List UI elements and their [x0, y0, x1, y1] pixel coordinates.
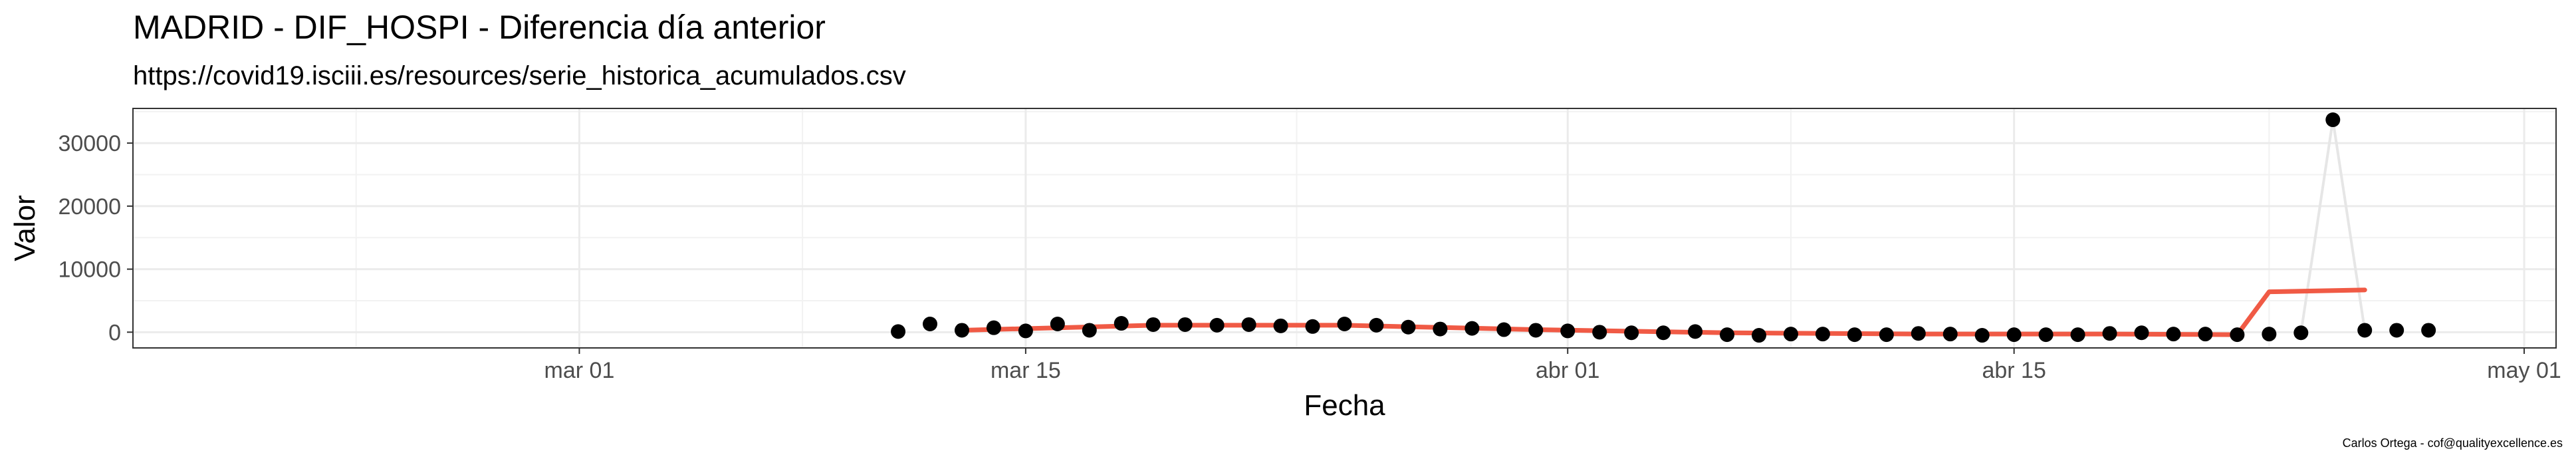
data-point	[1050, 317, 1065, 331]
x-tick-label: may 01	[2487, 358, 2561, 383]
data-point	[2070, 327, 2085, 343]
y-axis-title: Valor	[9, 195, 41, 261]
data-point	[2230, 327, 2245, 343]
y-tick-label: 0	[108, 320, 121, 345]
x-tick-label: abr 01	[1536, 358, 1599, 383]
data-point	[1113, 316, 1129, 331]
data-point	[2006, 327, 2022, 343]
data-point	[2262, 327, 2277, 342]
data-point	[1911, 326, 1926, 341]
data-point	[2166, 327, 2181, 342]
data-point	[1433, 321, 1448, 337]
data-point	[1815, 327, 1830, 342]
data-point	[1624, 325, 1639, 341]
chart-subtitle: https://covid19.isciii.es/resources/seri…	[133, 61, 906, 90]
minor-grid	[133, 108, 2556, 348]
y-tick-label: 30000	[58, 131, 121, 156]
data-point	[2134, 325, 2149, 341]
points-layer	[891, 112, 2436, 343]
data-point	[1241, 317, 1256, 332]
x-axis-title: Fecha	[1304, 389, 1385, 422]
data-point	[1018, 323, 1033, 339]
data-point	[2198, 327, 2213, 342]
x-tick-label: mar 15	[991, 358, 1061, 383]
data-point	[891, 324, 906, 339]
data-point	[2102, 326, 2117, 341]
data-point	[1942, 327, 1958, 342]
data-point	[1592, 325, 1607, 340]
data-point	[2038, 327, 2053, 343]
data-point	[1305, 319, 1320, 334]
data-point	[1720, 327, 1735, 343]
data-point	[1082, 323, 1097, 338]
data-point	[1401, 319, 1416, 335]
chart-caption: Carlos Ortega - cof@qualityexcellence.es	[2342, 436, 2563, 450]
data-point	[1751, 328, 1766, 343]
data-point	[954, 323, 969, 338]
x-axis: mar 01 mar 15 abr 01 abr 15 may 01	[544, 348, 2561, 383]
data-point	[2325, 112, 2341, 128]
data-point	[1847, 327, 1862, 343]
data-point	[2389, 323, 2404, 338]
data-point	[1464, 321, 1480, 336]
data-point	[1273, 318, 1288, 333]
data-point	[923, 317, 938, 331]
data-point	[1783, 327, 1798, 342]
data-point	[1177, 317, 1193, 332]
plot-frame	[132, 108, 2557, 349]
chart-title: MADRID - DIF_HOSPI - Diferencia día ante…	[133, 9, 826, 46]
data-point	[1656, 325, 1671, 341]
data-point	[1528, 323, 1544, 338]
data-point	[2293, 325, 2309, 341]
data-point	[986, 320, 1001, 335]
major-grid	[133, 108, 2556, 348]
data-point	[1974, 328, 1990, 343]
y-tick-label: 20000	[58, 194, 121, 220]
x-tick-label: abr 15	[1982, 358, 2046, 383]
data-point	[1145, 317, 1161, 332]
data-point	[1337, 317, 1352, 331]
data-point	[2357, 323, 2373, 338]
x-tick-label: mar 01	[544, 358, 615, 383]
data-point	[1879, 327, 1894, 343]
data-point	[1688, 324, 1703, 339]
data-point	[1209, 317, 1225, 333]
y-axis: 0 10000 20000 30000	[58, 131, 133, 345]
data-point	[2421, 323, 2436, 338]
data-point	[1369, 317, 1384, 333]
data-point	[1560, 323, 1576, 339]
y-tick-label: 10000	[58, 257, 121, 283]
data-point	[1496, 322, 1512, 337]
